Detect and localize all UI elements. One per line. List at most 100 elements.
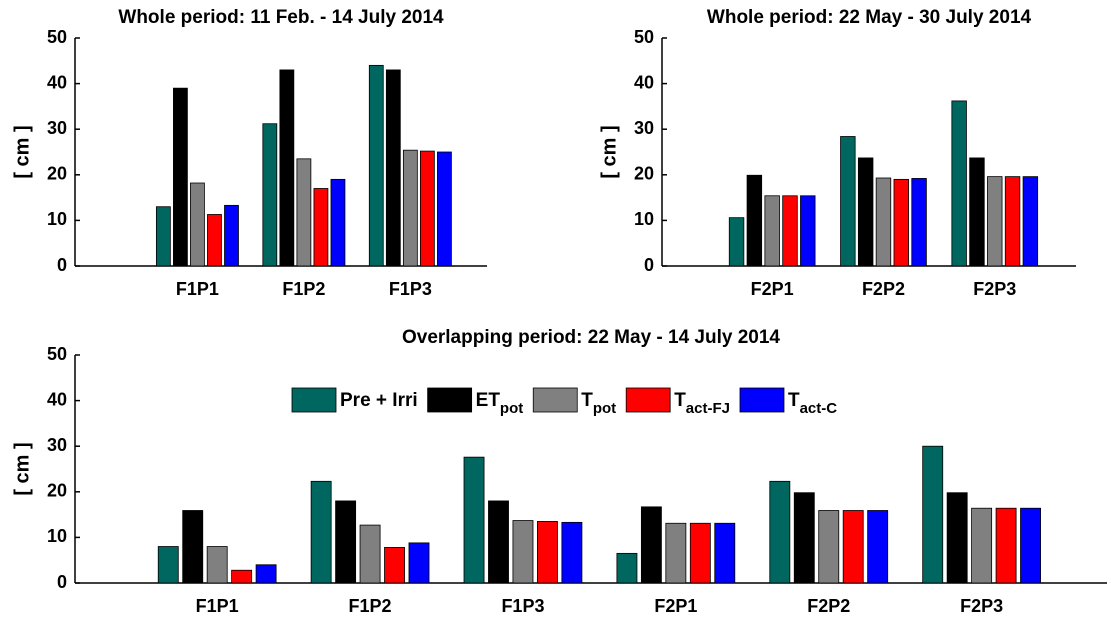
bar <box>279 69 295 267</box>
chart-title: Overlapping period: 22 May - 14 July 201… <box>402 327 780 348</box>
bar <box>857 157 874 267</box>
x-tick-label: F2P3 <box>973 279 1016 299</box>
bar <box>402 149 418 267</box>
bar <box>310 480 332 584</box>
bar <box>207 214 222 267</box>
bar <box>893 178 909 267</box>
legend-label: Tact-FJ <box>674 390 730 417</box>
bar <box>1004 176 1021 267</box>
y-tick-label: 40 <box>47 72 67 92</box>
bar <box>463 456 485 584</box>
bar <box>764 195 780 267</box>
y-tick-label: 20 <box>634 164 654 184</box>
y-axis-label: [ cm ] <box>598 125 620 178</box>
legend-swatch <box>532 387 578 413</box>
y-axis-label: [ cm ] <box>11 442 33 495</box>
y-tick-label: 20 <box>47 481 67 501</box>
bar <box>262 123 278 267</box>
legend-subscript: act-C <box>800 400 838 417</box>
x-tick-label: F1P3 <box>501 596 544 616</box>
legend-name: ET <box>476 390 501 411</box>
bar <box>875 177 892 267</box>
bar <box>946 492 968 584</box>
bar <box>800 195 816 267</box>
bar <box>867 510 889 584</box>
bar <box>536 521 558 584</box>
x-tick-label: F2P2 <box>807 596 850 616</box>
bar <box>296 158 312 267</box>
legend-name: T <box>581 390 593 411</box>
legend-swatch <box>739 387 785 413</box>
legend-swatch <box>291 387 337 413</box>
chart-title: Whole period: 11 Feb. - 14 July 2014 <box>118 7 444 28</box>
y-axis-label: [ cm ] <box>11 125 33 178</box>
legend-name: T <box>674 390 686 411</box>
x-tick-label: F2P2 <box>862 279 905 299</box>
bar <box>190 182 205 267</box>
bar <box>714 522 736 584</box>
bar <box>1022 176 1039 267</box>
y-tick-label: 50 <box>634 27 654 47</box>
bar <box>437 151 452 267</box>
bar <box>818 510 840 584</box>
legend-subscript: act-FJ <box>686 400 730 417</box>
bar <box>951 100 967 267</box>
x-tick-label: F1P2 <box>349 596 392 616</box>
bar <box>769 480 791 584</box>
y-tick-label: 40 <box>634 72 654 92</box>
bar <box>782 195 798 267</box>
x-tick-label: F2P1 <box>654 596 697 616</box>
y-tick-label: 0 <box>57 572 67 592</box>
bar <box>408 542 430 584</box>
chart-title: Whole period: 22 May - 30 July 2014 <box>707 7 1032 28</box>
y-tick-label: 30 <box>47 435 67 455</box>
x-tick-label: F1P2 <box>282 279 325 299</box>
bar <box>640 506 662 584</box>
legend-label: Pre + Irri <box>340 390 418 411</box>
legend-label: ETpot <box>476 390 524 417</box>
x-tick-label: F2P3 <box>960 596 1003 616</box>
bar <box>842 510 864 584</box>
bar <box>616 552 638 584</box>
legend-name: T <box>788 390 800 411</box>
x-tick-label: F1P1 <box>196 596 239 616</box>
bar <box>561 521 583 584</box>
bar <box>911 178 927 267</box>
legend-label: Tact-C <box>788 390 837 417</box>
bar <box>995 507 1017 584</box>
bar <box>313 188 329 267</box>
y-tick-label: 10 <box>634 209 654 229</box>
legend-swatch <box>427 387 473 413</box>
bar <box>512 520 534 584</box>
bar <box>987 176 1003 267</box>
bar <box>922 445 944 584</box>
y-tick-label: 0 <box>644 255 654 275</box>
bar <box>728 217 745 267</box>
bar <box>665 522 687 584</box>
y-tick-label: 20 <box>47 164 67 184</box>
bar <box>384 547 405 584</box>
bar <box>793 492 815 584</box>
x-tick-label: F1P3 <box>389 279 432 299</box>
legend-name: Pre + Irri <box>340 390 418 411</box>
legend-subscript: pot <box>500 400 523 417</box>
bar <box>359 524 381 584</box>
y-tick-label: 10 <box>47 526 67 546</box>
bar <box>746 174 763 267</box>
bar <box>206 546 228 584</box>
bar <box>330 178 346 267</box>
y-tick-label: 0 <box>57 255 67 275</box>
legend-subscript: pot <box>593 400 616 417</box>
y-tick-label: 50 <box>47 344 67 364</box>
bar <box>224 204 239 267</box>
bar <box>1020 507 1041 584</box>
bar <box>488 500 509 584</box>
y-tick-label: 10 <box>47 209 67 229</box>
bar <box>155 206 171 267</box>
bar <box>368 64 384 267</box>
y-tick-label: 50 <box>47 27 67 47</box>
bar <box>689 522 711 584</box>
y-tick-label: 40 <box>47 389 67 409</box>
legend-label: Tpot <box>581 390 616 417</box>
